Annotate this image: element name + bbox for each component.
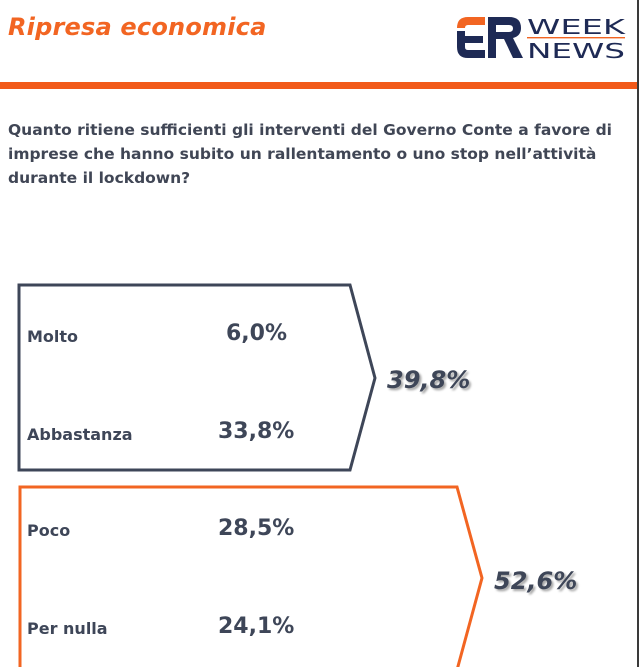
group-total-sufficient: 39,8% — [387, 366, 471, 394]
category-value-molto: 6,0% — [226, 321, 288, 346]
logo-mark-icon — [457, 17, 523, 58]
right-border — [637, 0, 639, 667]
group-box-insufficient — [18, 485, 484, 667]
svg-text:WEEK: WEEK — [527, 15, 626, 39]
group-total-insufficient: 52,6% — [494, 567, 578, 595]
survey-question: Quanto ritiene sufficienti gli intervent… — [8, 121, 612, 187]
category-value-per-nulla: 24,1% — [218, 614, 295, 639]
category-label-abbastanza: Abbastanza — [27, 425, 133, 444]
category-value-poco: 28,5% — [218, 516, 295, 541]
category-label-poco: Poco — [27, 521, 71, 540]
header-divider — [0, 82, 637, 89]
svg-text:NEWS: NEWS — [527, 39, 625, 60]
category-value-abbastanza: 33,8% — [218, 419, 295, 444]
category-label-molto: Molto — [27, 327, 79, 346]
page-title: Ripresa economica — [8, 13, 267, 41]
group-box-sufficient — [17, 283, 377, 472]
category-label-per-nulla: Per nulla — [27, 619, 108, 638]
er-week-news-logo: WEEK NEWS — [457, 15, 626, 60]
